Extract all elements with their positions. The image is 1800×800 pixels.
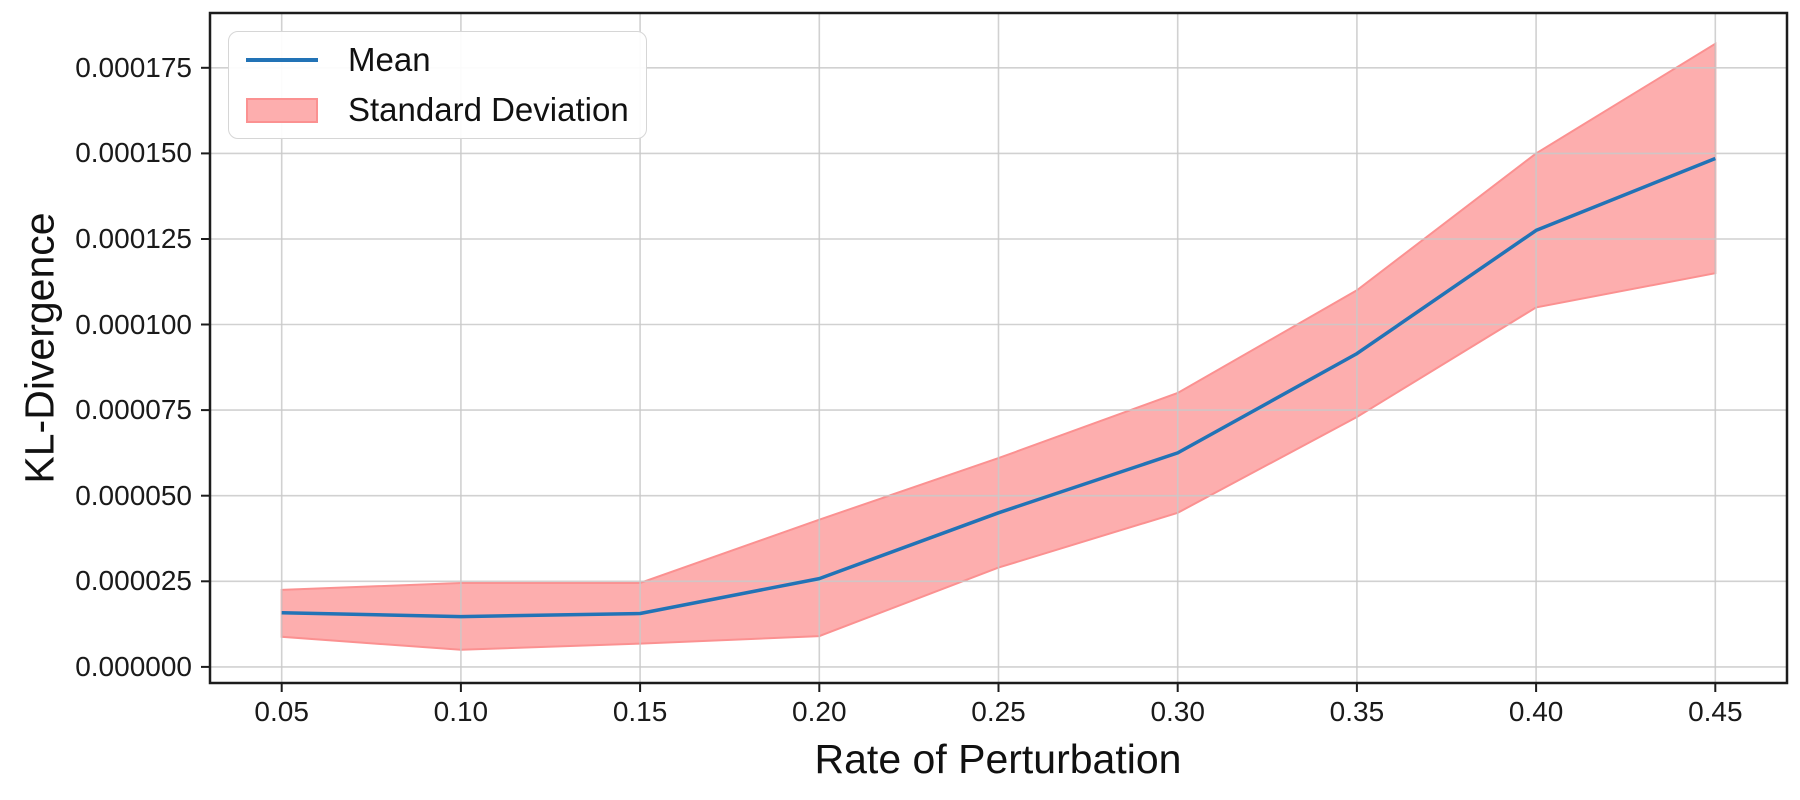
- legend-item-mean: Mean: [246, 41, 628, 79]
- std-patch-swatch: [246, 97, 318, 123]
- x-tick-label: 0.40: [1508, 696, 1564, 727]
- x-tick-label: 0.25: [971, 696, 1026, 727]
- y-tick-label: 0.000000: [75, 650, 192, 682]
- x-tick-label: 0.35: [1329, 696, 1385, 727]
- x-tick-label: 0.20: [792, 696, 847, 727]
- x-tick-label: 0.05: [254, 696, 309, 727]
- legend-label-mean: Mean: [348, 41, 431, 78]
- y-tick-label: 0.000050: [75, 479, 192, 511]
- x-tick-label: 0.10: [433, 696, 489, 727]
- y-tick-label: 0.000150: [75, 137, 192, 169]
- x-tick-label: 0.15: [612, 696, 668, 727]
- y-tick-label: 0.000175: [75, 51, 192, 83]
- x-tick-label: 0.45: [1688, 696, 1743, 727]
- y-tick-label: 0.000075: [75, 394, 192, 426]
- y-axis-title: KL-Divergence: [16, 212, 63, 484]
- y-tick-label: 0.000100: [75, 308, 192, 340]
- x-tick-label: 0.30: [1150, 696, 1205, 727]
- legend: Mean Standard Deviation: [228, 31, 647, 139]
- legend-item-std: Standard Deviation: [246, 91, 629, 129]
- mean-line-swatch: [246, 58, 318, 62]
- y-tick-label: 0.000125: [75, 222, 192, 254]
- y-tick-label: 0.000025: [75, 565, 192, 597]
- legend-label-std: Standard Deviation: [348, 91, 629, 128]
- x-axis-title: Rate of Perturbation: [814, 736, 1182, 782]
- mean-line: [281, 156, 1716, 619]
